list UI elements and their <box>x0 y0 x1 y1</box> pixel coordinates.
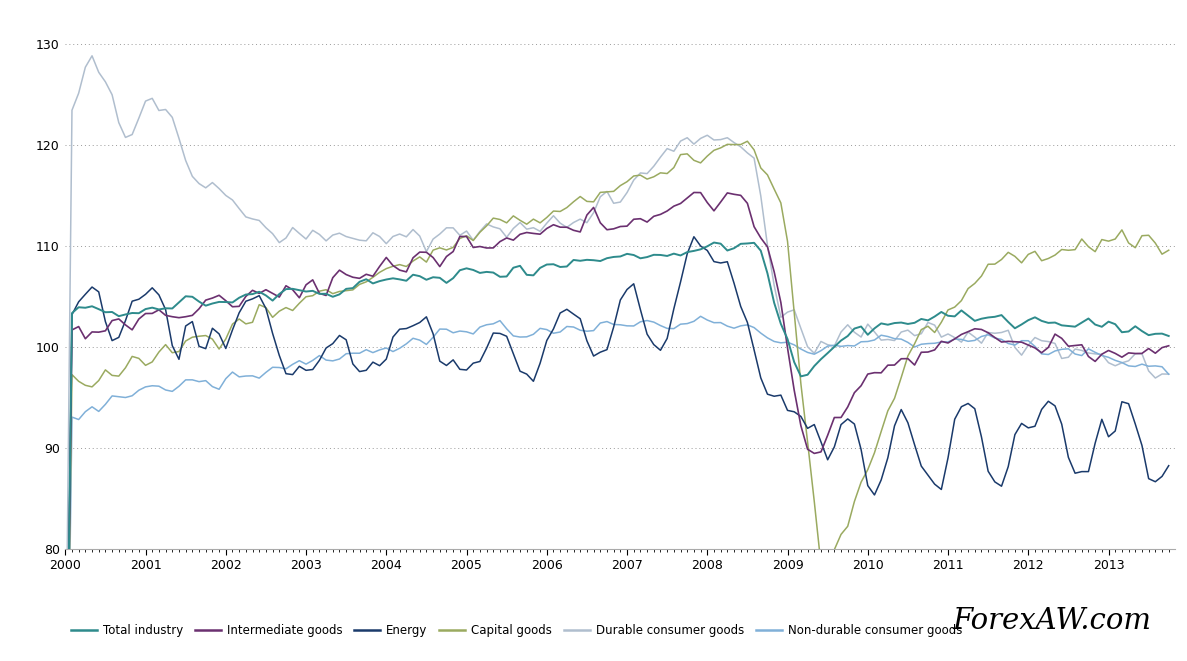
Energy <box>1148 478 1162 486</box>
Line: Capital goods: Capital goods <box>65 141 1169 661</box>
Capital goods <box>800 438 814 446</box>
Capital goods <box>1148 239 1162 247</box>
Capital goods <box>1162 247 1176 254</box>
Intermediate goods <box>85 328 100 336</box>
Energy <box>1162 461 1176 469</box>
Durable consumer goods <box>1148 374 1162 382</box>
Total industry <box>85 302 100 310</box>
Durable consumer goods <box>1162 370 1176 378</box>
Non-durable consumer goods <box>1162 370 1176 378</box>
Intermediate goods <box>1102 346 1116 354</box>
Intermediate goods <box>366 272 380 280</box>
Line: Energy: Energy <box>65 237 1169 661</box>
Capital goods <box>767 185 781 193</box>
Intermediate goods <box>767 268 781 276</box>
Non-durable consumer goods <box>85 403 100 410</box>
Durable consumer goods <box>800 343 814 351</box>
Non-durable consumer goods <box>1148 362 1162 370</box>
Energy <box>800 424 814 432</box>
Line: Intermediate goods: Intermediate goods <box>65 192 1169 661</box>
Total industry <box>706 239 721 247</box>
Intermediate goods <box>687 188 702 196</box>
Durable consumer goods <box>91 68 106 76</box>
Total industry <box>366 280 380 288</box>
Intermediate goods <box>800 446 814 453</box>
Energy <box>366 358 380 366</box>
Line: Non-durable consumer goods: Non-durable consumer goods <box>65 317 1169 661</box>
Energy <box>767 392 781 400</box>
Total industry <box>1148 330 1162 338</box>
Capital goods <box>366 274 380 282</box>
Intermediate goods <box>1162 342 1176 350</box>
Total industry <box>800 371 814 379</box>
Non-durable consumer goods <box>767 338 781 346</box>
Total industry <box>1162 332 1176 340</box>
Energy <box>85 283 100 291</box>
Non-durable consumer goods <box>1102 354 1116 362</box>
Durable consumer goods <box>767 282 781 290</box>
Energy <box>687 233 702 241</box>
Total industry <box>1102 318 1116 326</box>
Non-durable consumer goods <box>366 348 380 356</box>
Non-durable consumer goods <box>693 313 707 321</box>
Non-durable consumer goods <box>800 348 814 356</box>
Intermediate goods <box>1148 349 1162 357</box>
Line: Total industry: Total industry <box>65 243 1169 661</box>
Energy <box>1102 433 1116 441</box>
Capital goods <box>85 383 100 391</box>
Capital goods <box>741 137 755 145</box>
Durable consumer goods <box>373 233 387 241</box>
Durable consumer goods <box>85 52 100 59</box>
Total industry <box>767 299 781 307</box>
Capital goods <box>1102 237 1116 245</box>
Line: Durable consumer goods: Durable consumer goods <box>65 56 1169 661</box>
Durable consumer goods <box>1102 359 1116 367</box>
Legend: Total industry, Intermediate goods, Energy, Capital goods, Durable consumer good: Total industry, Intermediate goods, Ener… <box>71 624 963 637</box>
Text: ForexAW.com: ForexAW.com <box>952 607 1151 635</box>
